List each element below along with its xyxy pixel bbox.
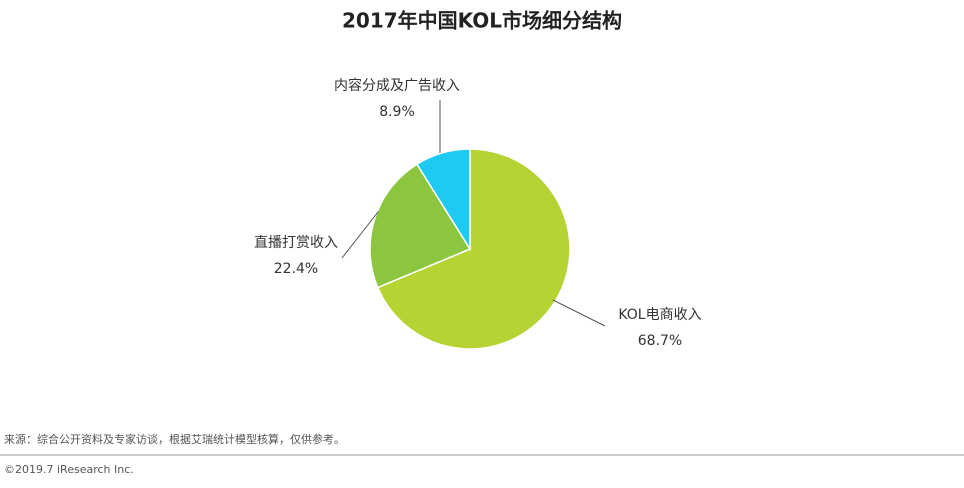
slice-label: KOL电商收入 <box>618 307 701 323</box>
slice-label: 内容分成及广告收入 <box>334 77 460 94</box>
pie-slice <box>376 148 571 350</box>
leader-line <box>341 211 379 259</box>
pie-slice <box>369 163 472 289</box>
slice-value-label: 8.9% <box>379 104 415 120</box>
chart-title: 2017年中国KOL市场细分结构 <box>342 9 622 33</box>
slice-label: 直播打赏收入 <box>254 234 338 251</box>
slice-value-label: 22.4% <box>274 261 318 277</box>
leader-line <box>552 299 606 327</box>
source-note: 来源：综合公开资料及专家访谈，根据艾瑞统计模型核算，仅供参考。 <box>4 432 345 446</box>
slice-value-label: 68.7% <box>638 333 682 349</box>
copyright: ©2019.7 iResearch Inc. <box>4 463 134 476</box>
pie-slice <box>415 148 471 252</box>
